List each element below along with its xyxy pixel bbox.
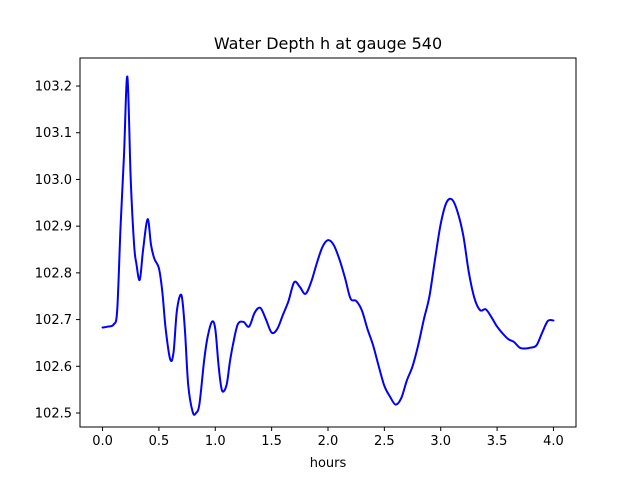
x-tick-label: 1.0	[205, 434, 226, 449]
y-tick-label: 102.7	[35, 313, 72, 328]
x-tick-label: 1.5	[261, 434, 282, 449]
x-axis: 0.0 0.5 1.0 1.5 2.0 2.5 3.0 3.5 4.0	[92, 427, 564, 449]
x-tick-label: 0.5	[149, 434, 170, 449]
x-tick-label: 2.5	[374, 434, 395, 449]
water-depth-line	[101, 75, 555, 416]
x-tick-label: 0.0	[92, 434, 113, 449]
chart-title: Water Depth h at gauge 540	[214, 34, 442, 53]
x-tick-label: 3.0	[430, 434, 451, 449]
x-tick-label: 3.5	[487, 434, 508, 449]
y-tick-label: 103.2	[35, 80, 72, 95]
y-axis: 102.5 102.6 102.7 102.8 102.9 103.0 103.1 103.2	[35, 80, 80, 421]
x-tick-label: 4.0	[543, 434, 564, 449]
y-tick-label: 102.9	[35, 220, 72, 235]
y-tick-label: 102.5	[35, 406, 72, 421]
x-axis-label: hours	[310, 456, 347, 471]
plot-frame	[79, 57, 577, 428]
y-tick-label: 103.0	[35, 173, 72, 188]
x-tick-label: 2.0	[318, 434, 339, 449]
y-tick-label: 102.8	[35, 266, 72, 281]
y-tick-label: 102.6	[35, 360, 72, 375]
y-tick-label: 103.1	[35, 126, 72, 141]
